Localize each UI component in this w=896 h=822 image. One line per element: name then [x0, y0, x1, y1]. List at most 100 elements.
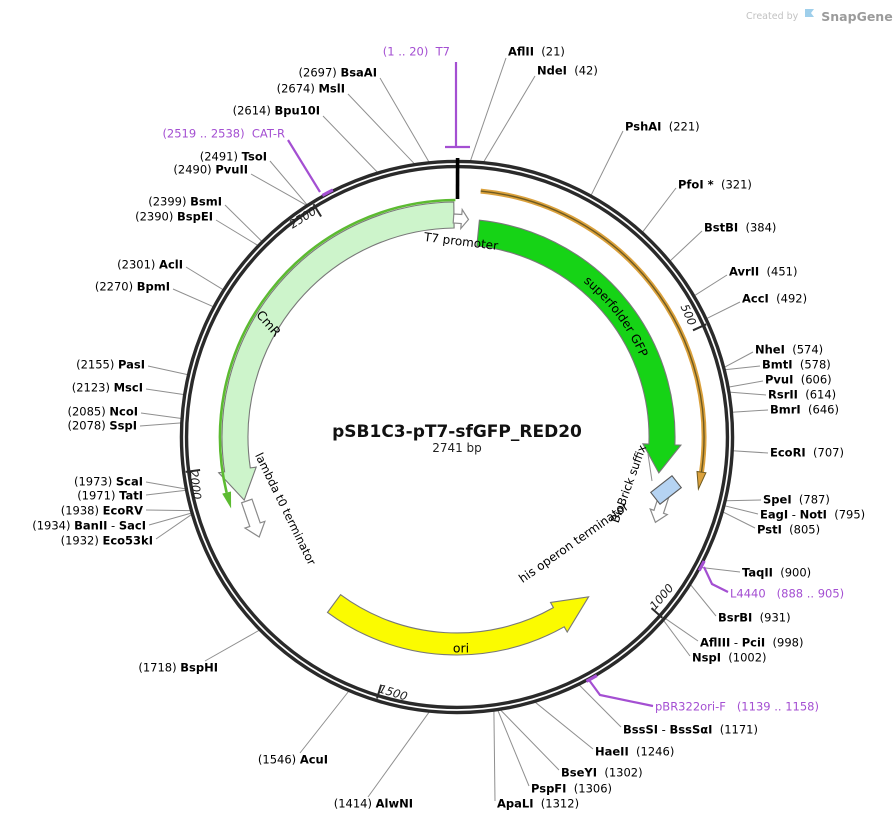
enzyme-label-taqii[interactable]: TaqII (900) [742, 566, 811, 580]
feature-sfgfp[interactable] [476, 219, 683, 474]
enzyme-label-avrii[interactable]: AvrII (451) [729, 265, 797, 279]
leader-line-haeii [534, 701, 594, 750]
enzyme-label-alwni[interactable]: (1414) AlwNI [334, 797, 413, 811]
enzyme-name: PspFI [531, 781, 567, 796]
enzyme-label-pasi[interactable]: (2155) PasI [76, 358, 145, 372]
cat-r-mark[interactable] [321, 188, 334, 197]
lambda-t0-terminator-arrow[interactable] [240, 498, 266, 538]
enzyme-name: NotI [799, 507, 827, 522]
enzyme-label-tati[interactable]: (1971) TatI [77, 488, 143, 503]
leader-line-bpu10i [322, 115, 379, 173]
enzyme-label-afliii-pcii[interactable]: AflIII - PciI (998) [700, 635, 804, 650]
enzyme-label-bstbi[interactable]: BstBI (384) [704, 221, 776, 235]
enzyme-label-bmri[interactable]: BmrI (646) [770, 403, 839, 417]
enzyme-name: ScaI [115, 474, 143, 489]
enzyme-name: AflII [508, 44, 534, 59]
enzyme-position: (2123) [71, 380, 114, 395]
enzyme-name: NcoI [109, 404, 138, 419]
enzyme-label-bseyi[interactable]: BseYI (1302) [561, 766, 643, 780]
enzyme-position: (321) [713, 177, 752, 192]
enzyme-label-nhei[interactable]: NheI (574) [755, 343, 823, 357]
enzyme-position: (492) [768, 291, 808, 306]
enzyme-label-pvuii[interactable]: (2490) PvuII [173, 163, 248, 177]
enzyme-label-eco53ki[interactable]: (1932) Eco53kI [60, 533, 153, 548]
annotation-label-t7-region[interactable]: (1 .. 20) T7 [382, 44, 450, 59]
enzyme-label-msci[interactable]: (2123) MscI [71, 380, 143, 395]
enzyme-label-pspfi[interactable]: PspFI (1306) [531, 781, 612, 796]
feature-label-sfgfp[interactable]: superfolder GFP [581, 273, 650, 359]
enzyme-position: (805) [781, 522, 821, 537]
enzyme-label-bpu10i[interactable]: (2614) Bpu10I [233, 104, 320, 118]
enzyme-label-bpmi[interactable]: (2270) BpmI [95, 279, 170, 294]
leader-line-avrii [693, 274, 728, 297]
enzyme-label-ncoi[interactable]: (2085) NcoI [67, 404, 138, 419]
enzyme-position: (614) [797, 387, 837, 402]
enzyme-label-acui[interactable]: (1546) AcuI [258, 753, 328, 767]
enzyme-label-eagi-noti[interactable]: EagI - NotI (795) [760, 507, 865, 522]
lambda-t0-terminator-label[interactable]: lambda t0 terminator [252, 450, 319, 567]
enzyme-label-apali[interactable]: ApaLI (1312) [497, 797, 579, 811]
tick-1000 [650, 607, 663, 619]
enzyme-label-ndei[interactable]: NdeI (42) [537, 64, 598, 78]
enzyme-label-rsrii[interactable]: RsrII (614) [768, 387, 837, 402]
leader-line-tati [145, 489, 187, 496]
enzyme-position: (2301) [117, 257, 160, 272]
annotation-label-cat-r[interactable]: (2519 .. 2538) CAT-R [162, 126, 285, 141]
biobrick-suffix-tile[interactable] [649, 475, 683, 505]
plasmid-size: 2741 bp [432, 441, 482, 455]
leader-line-afliii-pcii [664, 617, 699, 642]
enzyme-label-bsphi[interactable]: (1718) BspHI [138, 661, 218, 675]
enzyme-label-bsmi[interactable]: (2399) BsmI [148, 195, 222, 209]
enzyme-label-bsaai[interactable]: (2697) BsaAI [299, 65, 377, 80]
enzyme-name: MslI [318, 81, 345, 96]
leader-line-bmri [731, 409, 769, 413]
enzyme-label-pshai[interactable]: PshAI (221) [625, 119, 700, 134]
enzyme-label-pvui[interactable]: PvuI (606) [765, 373, 832, 387]
leader-line-nhei [723, 351, 754, 368]
enzyme-label-ecori[interactable]: EcoRI (707) [770, 446, 844, 460]
enzyme-name: BsaAI [340, 65, 377, 80]
enzyme-label-banii-saci[interactable]: (1934) BanII - SacI [32, 519, 146, 533]
enzyme-label-bspei[interactable]: (2390) BspEI [135, 210, 213, 224]
enzyme-label-acci[interactable]: AccI (492) [742, 291, 808, 306]
l4440-mark[interactable] [697, 560, 706, 572]
enzyme-position: (1971) [77, 488, 120, 503]
leader-line-acui [299, 690, 350, 754]
enzyme-label-ecorv[interactable]: (1938) EcoRV [60, 503, 143, 518]
leader-line-nspi [662, 619, 691, 657]
enzyme-position: (2674) [276, 81, 319, 96]
enzyme-name: PshAI [625, 119, 662, 134]
enzyme-label-bmti[interactable]: BmtI (578) [762, 358, 831, 372]
enzyme-label-nspi[interactable]: NspI (1002) [692, 651, 767, 665]
enzyme-label-sspi[interactable]: (2078) SspI [67, 419, 137, 433]
enzyme-name: BpmI [136, 279, 170, 294]
annotation-label-pbr322ori-f[interactable]: pBR322ori-F (1139 .. 1158) [655, 699, 819, 714]
tick-500 [692, 323, 707, 332]
leader-line-bmti [724, 365, 761, 371]
enzyme-name: AclI [159, 257, 183, 272]
enzyme-position: (1932) [60, 533, 103, 548]
enzyme-position: (998) [765, 635, 804, 650]
enzyme-label-acli[interactable]: (2301) AclI [117, 257, 183, 272]
enzyme-label-bsrbi[interactable]: BsrBI (931) [718, 611, 791, 625]
feature-ori[interactable] [326, 593, 590, 656]
feature-label-ori[interactable]: ori [453, 641, 469, 656]
annotation-label-l4440[interactable]: L4440 (888 .. 905) [730, 586, 845, 601]
enzyme-label-pfoi[interactable]: PfoI * (321) [678, 177, 752, 192]
enzyme-name: EcoRV [102, 503, 143, 518]
enzyme-label-bsssi[interactable]: BssSI - BssSαI (1171) [623, 723, 758, 737]
enzyme-label-spei[interactable]: SpeI (787) [763, 493, 830, 507]
pbr322ori-f-mark[interactable] [585, 674, 598, 683]
enzyme-label-tsoi[interactable]: (2491) TsoI [200, 150, 267, 164]
tick-label-2000: 2000 [187, 470, 204, 501]
enzyme-position: (21) [533, 44, 565, 59]
enzyme-label-psti[interactable]: PstI (805) [757, 522, 821, 537]
feature-cmr[interactable] [217, 201, 455, 502]
leader-line-bsaai [379, 77, 430, 163]
enzyme-label-msli[interactable]: (2674) MslI [276, 81, 345, 96]
t7-promoter-arrow[interactable] [452, 207, 470, 231]
enzyme-label-aflii[interactable]: AflII (21) [508, 44, 565, 59]
enzyme-position: (1938) [60, 503, 103, 518]
enzyme-label-haeii[interactable]: HaeII (1246) [595, 745, 674, 759]
enzyme-label-scai[interactable]: (1973) ScaI [74, 474, 143, 489]
